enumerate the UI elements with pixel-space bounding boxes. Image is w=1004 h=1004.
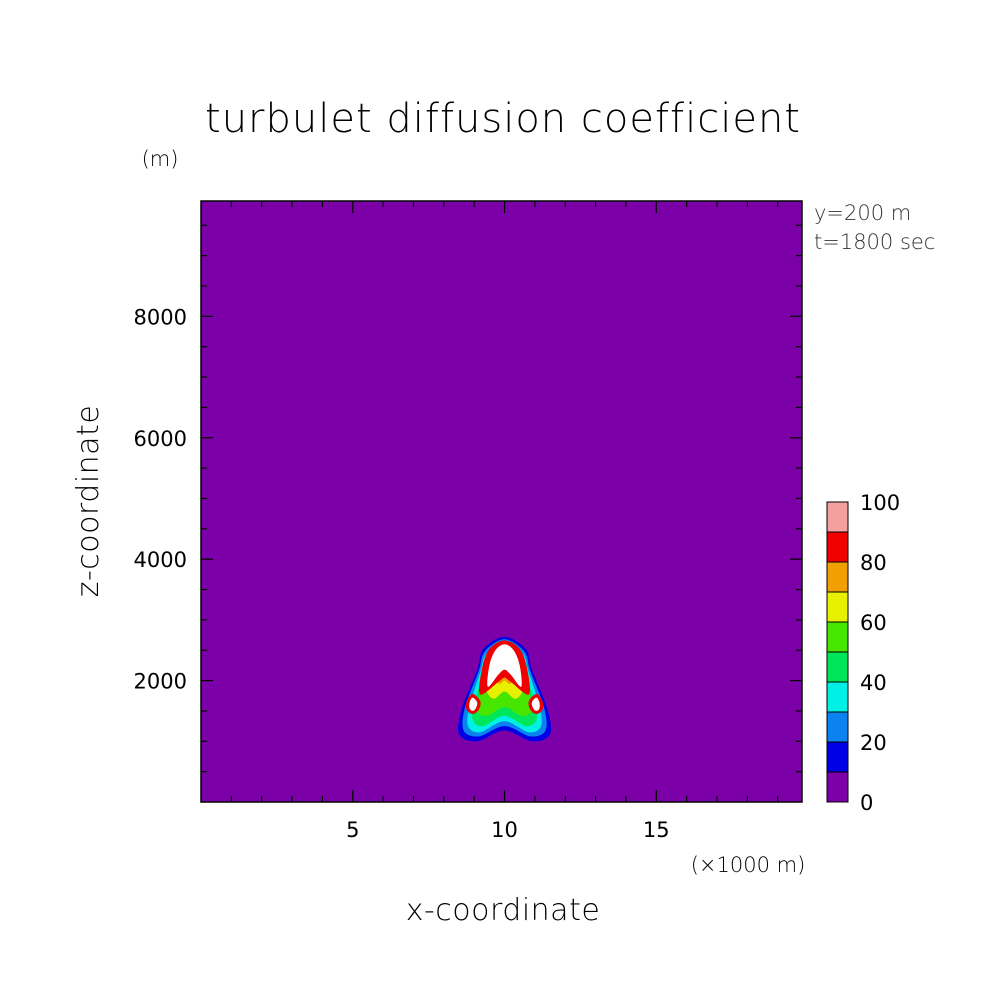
x-tick-label-5: 5 bbox=[346, 818, 359, 842]
contour-level-90-10 bbox=[469, 697, 478, 711]
colorbar-segment-10 bbox=[826, 741, 849, 773]
colorbar-label-60: 60 bbox=[860, 611, 887, 635]
colorbar-segment-0 bbox=[826, 771, 849, 803]
y-unit-label: (m) bbox=[142, 147, 179, 171]
minor-ticks bbox=[201, 201, 802, 802]
colorbar-label-0: 0 bbox=[860, 791, 873, 815]
colorbar-segment-30 bbox=[826, 681, 849, 713]
colorbar-segment-60 bbox=[826, 591, 849, 623]
major-ticks bbox=[201, 201, 802, 802]
contour-fills bbox=[457, 636, 552, 742]
colorbar-labels: 0 20 40 60 80 100 bbox=[860, 491, 900, 815]
colorbar bbox=[826, 501, 849, 803]
x-tick-label-10: 10 bbox=[491, 818, 518, 842]
colorbar-segment-50 bbox=[826, 621, 849, 653]
contour-level-90-12 bbox=[531, 697, 540, 711]
x-tick-labels: 5 10 15 bbox=[346, 818, 670, 842]
annotation-time: t=1800 sec bbox=[814, 230, 935, 254]
colorbar-segment-70 bbox=[826, 561, 849, 593]
y-tick-labels: 2000 4000 6000 8000 bbox=[134, 305, 187, 693]
x-axis-label: x-coordinate bbox=[406, 893, 601, 928]
x-unit-label: (×1000 m) bbox=[691, 853, 806, 877]
colorbar-segment-90 bbox=[826, 501, 849, 533]
y-tick-label-2000: 2000 bbox=[134, 670, 187, 694]
x-tick-label-15: 15 bbox=[643, 818, 670, 842]
colorbar-label-20: 20 bbox=[860, 731, 887, 755]
colorbar-segment-20 bbox=[826, 711, 849, 743]
colorbar-label-80: 80 bbox=[860, 551, 887, 575]
y-axis-label: z-coordinate bbox=[71, 405, 106, 598]
colorbar-label-40: 40 bbox=[860, 671, 887, 695]
colorbar-segment-80 bbox=[826, 531, 849, 563]
annotation-y-position: y=200 m bbox=[814, 201, 911, 225]
contour-level-90-8 bbox=[487, 644, 522, 687]
colorbar-segment-40 bbox=[826, 651, 849, 683]
plot-frame bbox=[200, 200, 803, 803]
y-tick-label-4000: 4000 bbox=[134, 548, 187, 572]
y-tick-label-6000: 6000 bbox=[134, 427, 187, 451]
colorbar-label-100: 100 bbox=[860, 491, 900, 515]
chart-title: turbulet diffusion coefficient bbox=[205, 96, 801, 142]
y-tick-label-8000: 8000 bbox=[134, 305, 187, 329]
